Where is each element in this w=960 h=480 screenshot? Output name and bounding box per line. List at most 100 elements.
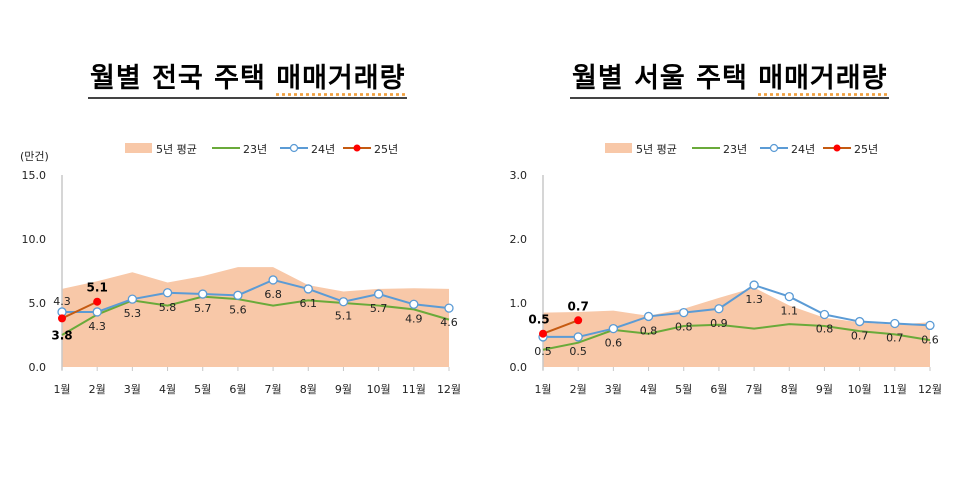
point-24 <box>608 323 619 334</box>
data-label-25: 0.5 <box>528 313 549 327</box>
data-label-24: 0.5 <box>569 345 587 358</box>
data-label-24: 4.9 <box>405 312 423 325</box>
series-line-23년 <box>61 295 450 336</box>
x-tick-label: 4월 <box>640 383 657 396</box>
data-label-24: 0.8 <box>816 323 834 336</box>
x-tick-label: 11월 <box>402 383 426 396</box>
point-24 <box>784 291 794 302</box>
legend-marker-25 <box>353 144 361 152</box>
x-tick-label: 6월 <box>710 383 727 396</box>
x-tick-label: 5월 <box>675 383 692 396</box>
chart-title-national: 월별 전국 주택 매매거래량 <box>88 56 408 99</box>
point-24 <box>854 316 865 327</box>
point-24 <box>303 284 313 294</box>
point-24 <box>373 289 384 299</box>
legend-marker-24 <box>769 143 779 153</box>
point-24 <box>444 303 454 313</box>
legend-swatch-area <box>125 143 152 153</box>
series-line-24년 <box>62 278 450 313</box>
series-line-24년 <box>543 283 931 338</box>
x-tick-label: 9월 <box>816 383 833 396</box>
point-24 <box>890 318 900 329</box>
data-label-25: 3.8 <box>51 328 72 342</box>
data-label-24: 6.8 <box>264 288 282 301</box>
x-tick-label: 7월 <box>265 383 282 396</box>
data-label-24: 5.3 <box>124 307 142 320</box>
point-25 <box>58 314 66 323</box>
point-25 <box>574 316 583 325</box>
point-24 <box>643 311 654 322</box>
x-tick-label: 2월 <box>570 383 587 396</box>
y-tick-label: 5.0 <box>29 297 47 310</box>
x-tick-label: 1월 <box>534 383 551 396</box>
series-line-25년 <box>61 300 98 320</box>
legend-label: 5년 평균 <box>156 143 197 156</box>
legend-label: 25년 <box>374 143 398 156</box>
x-tick-label: 3월 <box>124 383 141 396</box>
legend-label: 23년 <box>723 143 747 156</box>
x-tick-label: 4월 <box>159 383 176 396</box>
data-label-24: 0.9 <box>710 317 728 330</box>
y-tick-label: 15.0 <box>22 169 47 182</box>
title-text-underlined: 매매거래량 <box>758 63 888 94</box>
x-tick-label: 6월 <box>229 383 246 396</box>
data-label-24: 0.8 <box>675 321 693 334</box>
y-tick-label: 3.0 <box>510 169 528 182</box>
data-label-24: 0.7 <box>851 330 869 343</box>
x-tick-label: 10월 <box>848 383 872 396</box>
x-tick-label: 12월 <box>918 383 942 396</box>
data-label-24: 0.7 <box>886 331 904 344</box>
point-24 <box>573 332 583 342</box>
point-24 <box>925 320 935 331</box>
data-label-24: 5.7 <box>370 302 388 315</box>
data-label-24: 0.8 <box>640 324 658 337</box>
data-label-24: 4.3 <box>53 295 71 308</box>
point-24 <box>162 288 173 298</box>
legend-label: 25년 <box>854 143 878 156</box>
point-24 <box>714 304 724 314</box>
point-24 <box>92 307 102 317</box>
legend-marker-24 <box>289 143 299 153</box>
chart-0: 5년 평균 23년 24년 25년 (만건) 0.0 5.0 10.0 15.0 1월 2월 3월 4월… <box>20 143 461 396</box>
series-line-25년 <box>542 319 579 335</box>
x-tick-label: 11월 <box>883 383 907 396</box>
data-label-24: 0.6 <box>921 333 939 346</box>
title-text-underlined: 매매거래량 <box>276 63 406 94</box>
x-tick-label: 2월 <box>89 383 106 396</box>
y-tick-label: 0.0 <box>510 361 528 374</box>
chart-1: 5년 평균 23년 24년 25년 0.0 1.0 2.0 3.0 1월 2월 3월 4월 5월 6월 7월… <box>510 143 942 396</box>
point-24 <box>198 289 208 299</box>
y-axis-unit: (만건) <box>20 150 49 163</box>
y-tick-label: 10.0 <box>22 233 47 246</box>
x-tick-label: 7월 <box>746 383 763 396</box>
point-24 <box>409 299 419 309</box>
point-24 <box>749 280 759 290</box>
data-label-24: 5.7 <box>194 302 212 315</box>
data-label-24: 4.3 <box>88 320 106 333</box>
legend-label: 5년 평균 <box>636 143 677 156</box>
data-label-24: 5.8 <box>159 301 177 314</box>
x-tick-label: 5월 <box>194 383 211 396</box>
series-line-23년 <box>542 323 931 351</box>
x-tick-label: 10월 <box>367 383 391 396</box>
title-text: 월별 서울 주택 <box>572 63 759 94</box>
legend-swatch-area <box>605 143 632 153</box>
y-tick-label: 2.0 <box>510 233 528 246</box>
data-label-24: 6.1 <box>300 297 318 310</box>
legend-label: 24년 <box>791 143 815 156</box>
y-tick-label: 1.0 <box>510 297 528 310</box>
point-24 <box>679 307 689 318</box>
data-label-24: 1.1 <box>781 305 799 318</box>
data-label-24: 4.6 <box>440 316 458 329</box>
data-label-24: 5.6 <box>229 303 247 316</box>
point-24 <box>268 275 278 285</box>
x-tick-label: 3월 <box>605 383 622 396</box>
x-tick-label: 8월 <box>300 383 317 396</box>
title-text: 월별 전국 주택 <box>90 63 277 94</box>
chart-title-seoul: 월별 서울 주택 매매거래량 <box>570 56 890 99</box>
point-25 <box>539 329 547 338</box>
x-tick-label: 8월 <box>781 383 798 396</box>
x-tick-label: 9월 <box>335 383 352 396</box>
point-24 <box>233 290 243 300</box>
